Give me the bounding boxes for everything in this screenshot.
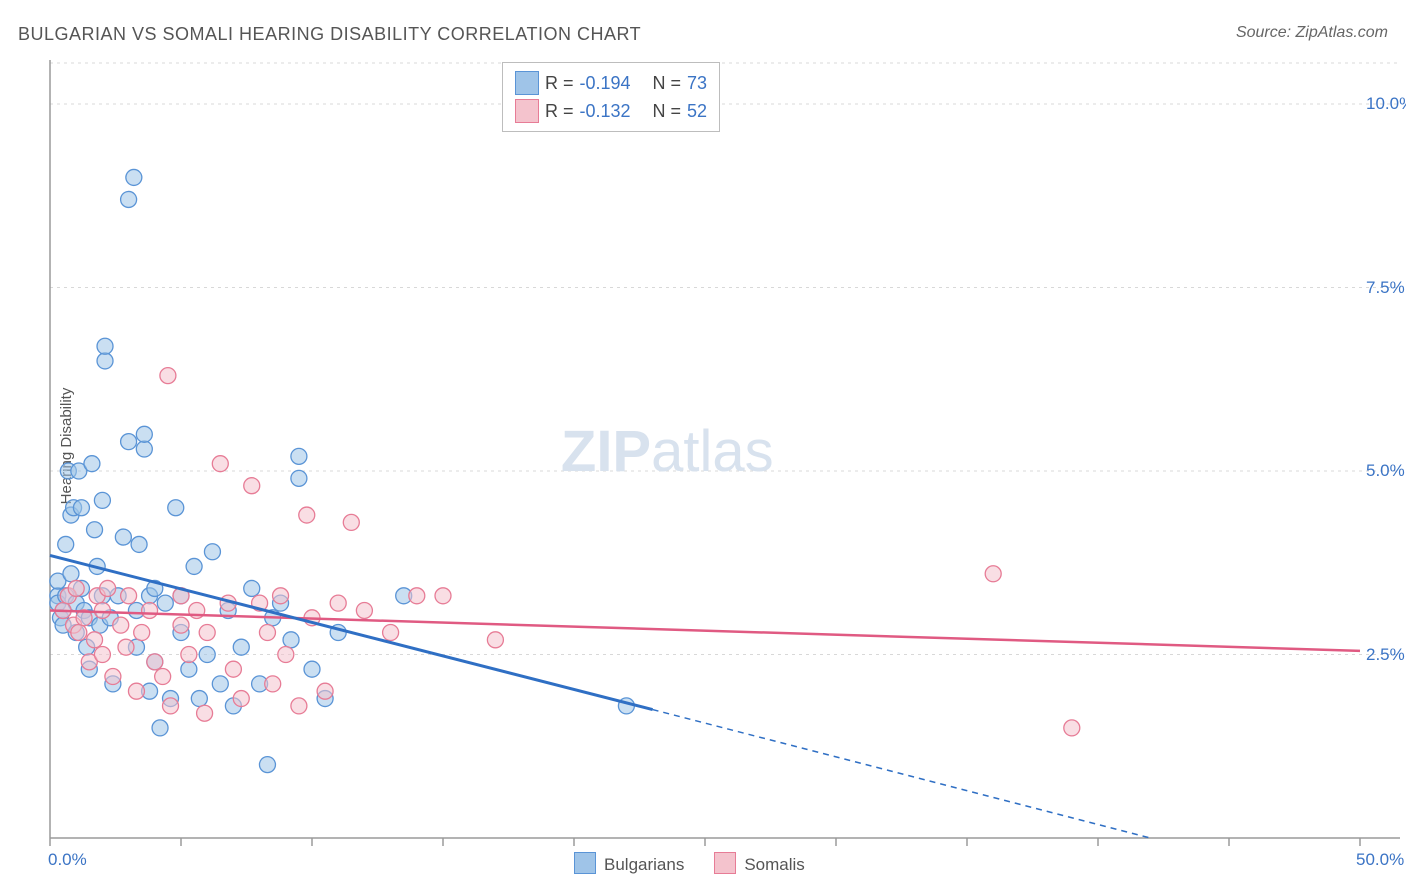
legend-row: R = -0.194 N = 73 xyxy=(515,69,707,97)
series-label: Somalis xyxy=(744,855,804,874)
legend-n-label: N = xyxy=(653,69,682,97)
legend-swatch xyxy=(574,852,596,874)
series-label: Bulgarians xyxy=(604,855,684,874)
axis-tick-label: 50.0% xyxy=(1356,850,1404,870)
legend-r-label: R = xyxy=(545,97,574,125)
axis-tick-label: 7.5% xyxy=(1366,278,1405,298)
legend-n-value: 73 xyxy=(687,69,707,97)
legend-swatch xyxy=(515,99,539,123)
correlation-legend: R = -0.194 N = 73 R = -0.132 N = 52 xyxy=(502,62,720,132)
series-legend-item: Bulgarians xyxy=(574,852,684,875)
chart-header: BULGARIAN VS SOMALI HEARING DISABILITY C… xyxy=(18,24,1388,54)
legend-n-value: 52 xyxy=(687,97,707,125)
axis-tick-label: 2.5% xyxy=(1366,645,1405,665)
scatter-chart xyxy=(45,55,1406,873)
legend-swatch xyxy=(515,71,539,95)
axis-tick-label: 10.0% xyxy=(1366,94,1406,114)
axis-tick-label: 5.0% xyxy=(1366,461,1405,481)
legend-row: R = -0.132 N = 52 xyxy=(515,97,707,125)
source-label: Source: ZipAtlas.com xyxy=(1236,24,1388,42)
legend-r-value: -0.132 xyxy=(579,97,630,125)
chart-title: BULGARIAN VS SOMALI HEARING DISABILITY C… xyxy=(18,24,641,44)
series-legend-item: Somalis xyxy=(714,852,804,875)
series-legend: Bulgarians Somalis xyxy=(574,852,805,875)
legend-n-label: N = xyxy=(653,97,682,125)
legend-r-label: R = xyxy=(545,69,574,97)
legend-r-value: -0.194 xyxy=(579,69,630,97)
legend-swatch xyxy=(714,852,736,874)
axis-tick-label: 0.0% xyxy=(48,850,87,870)
